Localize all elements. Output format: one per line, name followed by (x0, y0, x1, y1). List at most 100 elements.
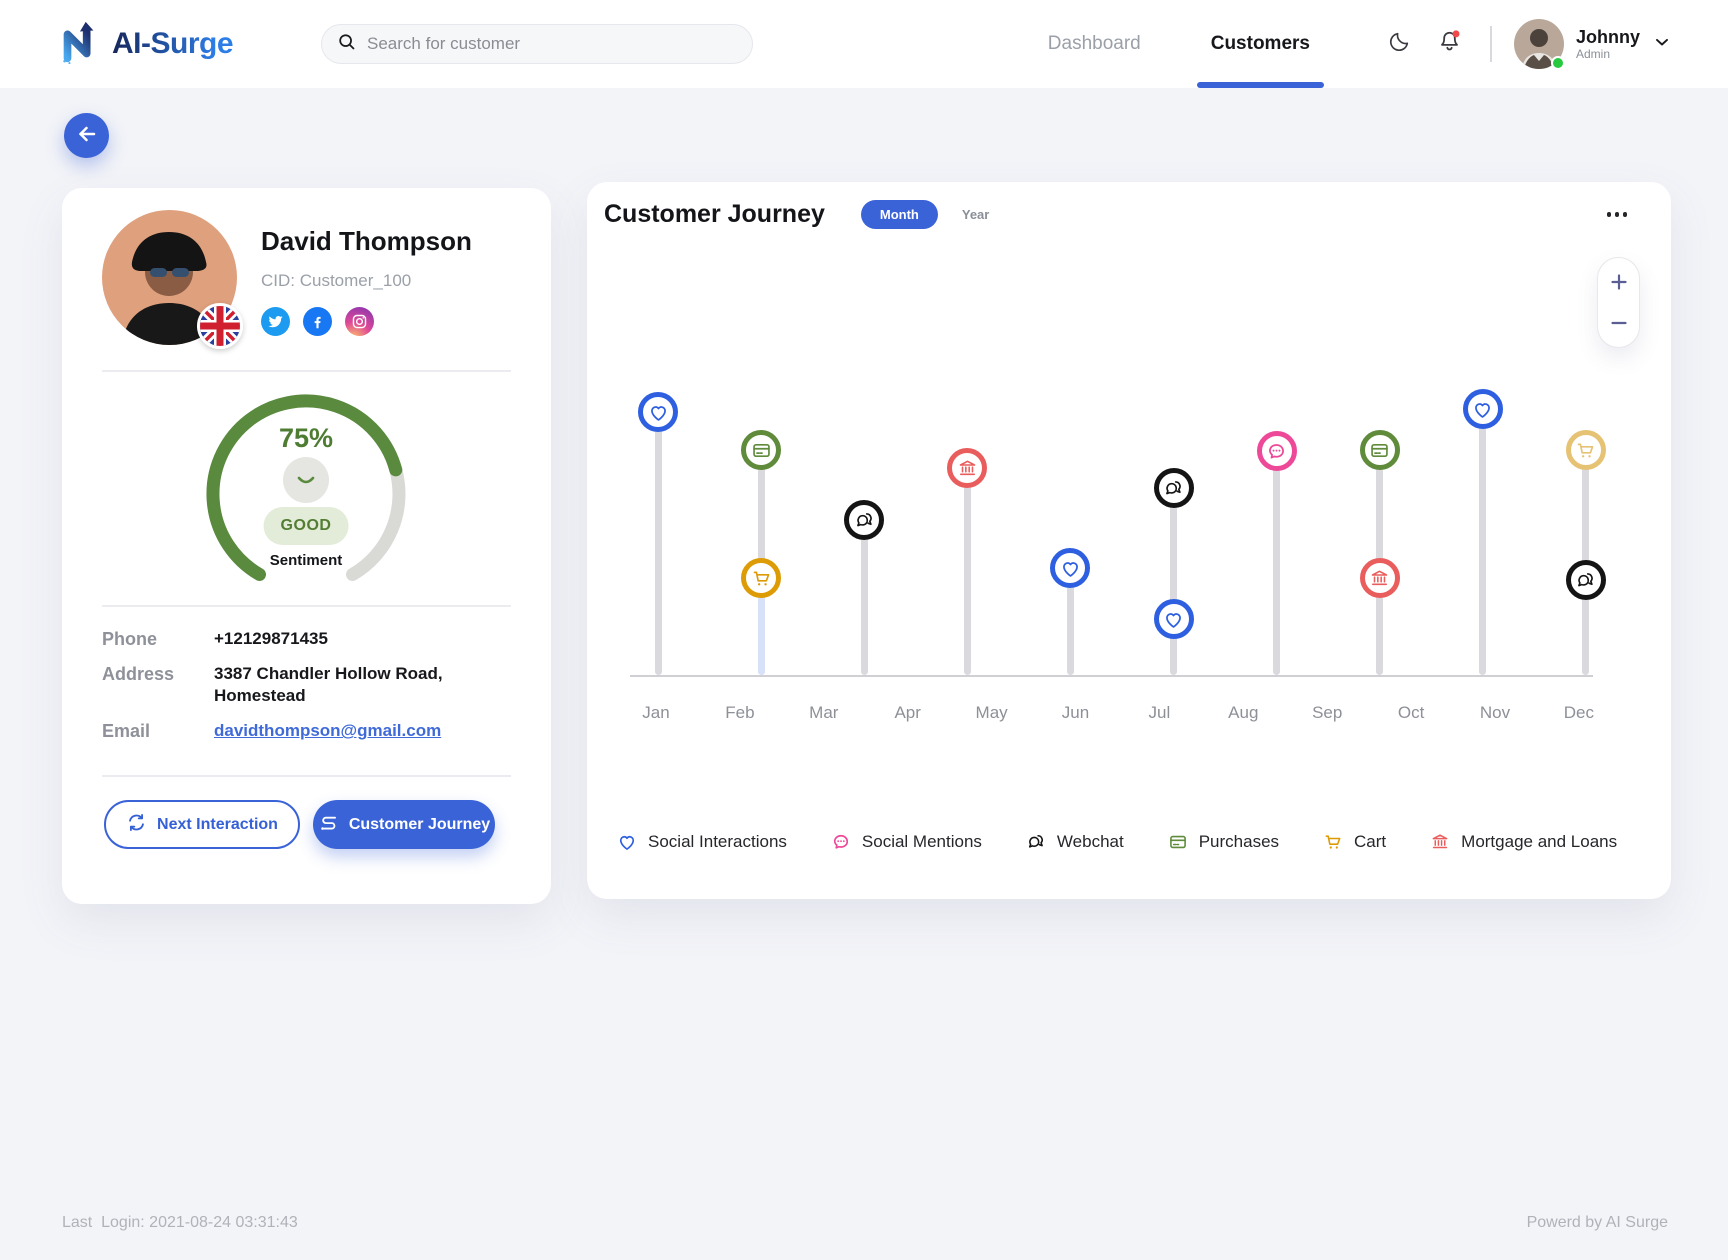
month-label-jun: Jun (1061, 703, 1090, 722)
journey-title: Customer Journey (604, 200, 825, 228)
user-menu[interactable]: Johnny Admin (1513, 19, 1672, 70)
month-label-jan: Jan (642, 703, 670, 722)
journey-event-webchat[interactable] (1565, 560, 1606, 600)
journey-event-social-interactions[interactable] (1462, 389, 1503, 429)
journey-event-webchat[interactable] (1153, 468, 1194, 508)
last-login-text: Last Login: 2021-08-24 03:31:43 (62, 1214, 298, 1231)
journey-event-cart[interactable] (741, 558, 782, 598)
brand-logo[interactable]: AI-Surge (56, 19, 234, 70)
uk-flag-badge (197, 303, 243, 349)
heart-icon (1472, 399, 1493, 420)
credit-card-icon (1369, 440, 1390, 461)
toggle-month[interactable]: Month (860, 200, 938, 229)
nav-item-customers[interactable]: Customers (1196, 0, 1325, 88)
heart-icon (648, 402, 669, 423)
contact-field-row: Phone +12129871435 (102, 628, 521, 650)
instagram-icon[interactable] (345, 307, 374, 336)
journey-event-social-interactions[interactable] (1153, 599, 1194, 639)
legend-item-social-mentions: Social Mentions (831, 832, 982, 852)
sentiment-caption: Sentiment (269, 552, 343, 569)
dark-mode-toggle[interactable] (1386, 30, 1414, 58)
journey-event-mortgage[interactable] (947, 448, 988, 488)
journey-event-webchat[interactable] (844, 500, 885, 540)
timeline-stem (1273, 451, 1281, 675)
month-label-aug: Aug (1228, 703, 1259, 722)
journey-event-purchases[interactable] (1359, 430, 1400, 470)
brand-logo-icon (56, 19, 102, 70)
month-label-jul: Jul (1148, 703, 1171, 722)
zoom-out-button[interactable] (1607, 311, 1631, 335)
notifications-button[interactable] (1436, 30, 1464, 58)
heart-icon (1060, 558, 1081, 579)
legend-item-social-interactions: Social Interactions (617, 832, 787, 852)
chat-double-icon (1026, 832, 1046, 852)
customer-profile-card: David Thompson CID: Customer_100 75% (62, 188, 551, 904)
customer-search[interactable] (321, 24, 754, 64)
toggle-year[interactable]: Year (961, 207, 990, 222)
field-label: Phone (102, 629, 158, 649)
field-value: davidthompson@gmail.com (214, 720, 464, 742)
timeline-stem (860, 520, 868, 675)
chat-double-icon (854, 510, 875, 531)
sentiment-percent: 75% (278, 423, 334, 453)
zoom-in-button[interactable] (1607, 270, 1631, 294)
field-label: Email (102, 721, 151, 742)
bank-icon (1369, 568, 1390, 589)
journey-event-purchases[interactable] (741, 430, 782, 470)
month-label-dec: Dec (1563, 703, 1595, 722)
next-interaction-button[interactable]: Next Interaction (104, 800, 300, 849)
arrow-left-icon (75, 122, 99, 149)
search-input[interactable] (367, 34, 739, 54)
customer-avatar (102, 210, 243, 349)
twitter-icon[interactable] (261, 307, 290, 336)
month-label-feb: Feb (725, 703, 755, 722)
legend-label: Mortgage and Loans (1461, 832, 1618, 851)
timeline-stem (654, 412, 662, 675)
user-avatar[interactable] (1513, 19, 1565, 70)
credit-card-icon (1168, 832, 1188, 852)
journey-event-social-mentions[interactable] (1256, 431, 1297, 471)
header-divider (1489, 26, 1492, 62)
legend-item-purchases: Purchases (1168, 832, 1279, 852)
moon-icon (1387, 29, 1412, 59)
month-label-may: May (975, 703, 1008, 722)
journey-event-social-interactions[interactable] (1050, 548, 1091, 588)
search-icon (336, 31, 357, 57)
contact-field-row: Email davidthompson@gmail.com (102, 720, 521, 742)
chevron-down-icon[interactable] (1652, 32, 1672, 57)
back-button[interactable] (64, 113, 109, 158)
month-label-apr: Apr (894, 703, 921, 722)
cart-icon (1575, 440, 1596, 461)
brand-name: AI-Surge (112, 27, 234, 60)
chat-dots-icon (1266, 441, 1287, 462)
field-value: 3387 Chandler Hollow Road, Homestead (214, 664, 443, 706)
bank-icon (957, 458, 978, 479)
email-link[interactable]: davidthompson@gmail.com (214, 721, 442, 741)
legend-item-mortgage: Mortgage and Loans (1430, 832, 1617, 852)
field-label: Address (102, 664, 175, 685)
cart-icon (751, 568, 772, 589)
nav-item-dashboard[interactable]: Dashboard (1047, 33, 1141, 54)
legend-label: Social Mentions (861, 832, 982, 851)
sentiment-badge: GOOD (263, 507, 349, 545)
journey-event-social-interactions[interactable] (638, 392, 678, 432)
more-options-icon[interactable] (1603, 208, 1632, 221)
user-role: Admin (1575, 47, 1610, 62)
heart-icon (617, 832, 637, 852)
customer-journey-button[interactable]: Customer Journey (313, 800, 495, 849)
chat-double-icon (1575, 570, 1596, 591)
next-interaction-label: Next Interaction (157, 815, 278, 833)
bank-icon (1430, 832, 1450, 852)
divider (102, 370, 511, 372)
facebook-icon[interactable] (303, 307, 332, 336)
zoom-control (1597, 257, 1640, 348)
timeline-stem (1479, 409, 1487, 675)
repeat-icon (126, 812, 147, 838)
heart-icon (1163, 609, 1184, 630)
customer-journey-label: Customer Journey (348, 815, 491, 833)
journey-event-cart-light[interactable] (1565, 430, 1606, 470)
customer-id: CID: Customer_100 (261, 271, 412, 290)
month-label-sep: Sep (1312, 703, 1343, 722)
timeline-baseline (630, 675, 1593, 677)
journey-event-mortgage[interactable] (1359, 558, 1400, 598)
